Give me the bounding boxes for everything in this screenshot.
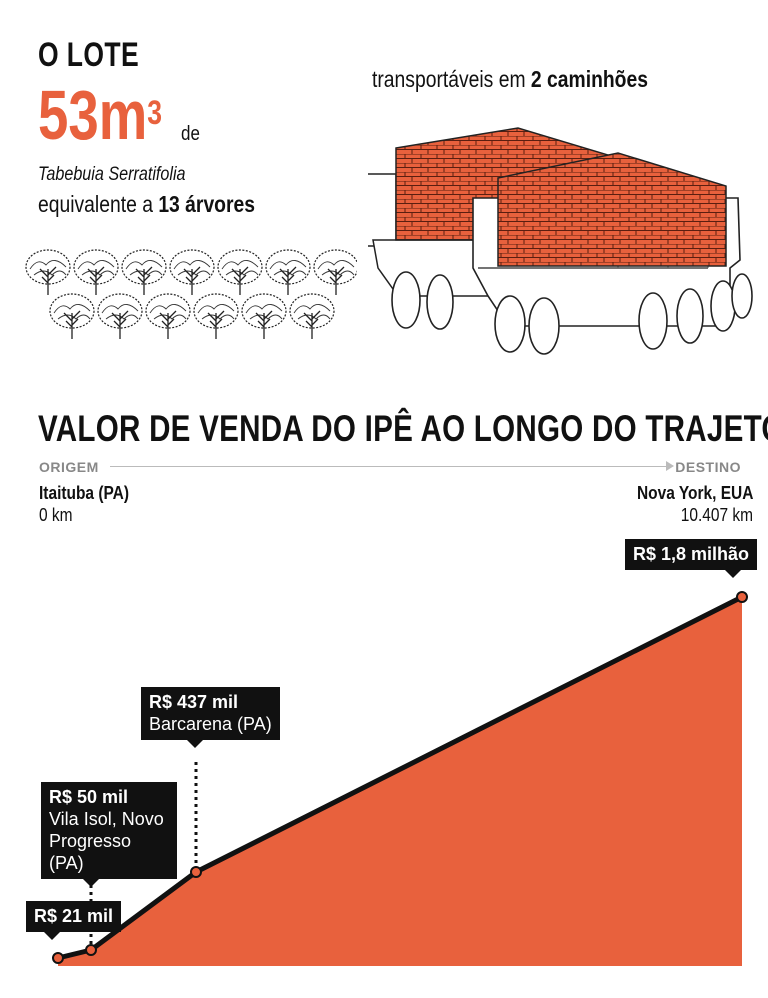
data-label-value: R$ 50 mil (49, 787, 129, 807)
data-point-0 (52, 952, 64, 964)
tree-icon (289, 293, 335, 340)
tree-icon (193, 293, 239, 340)
tree-icon (169, 249, 215, 296)
tree-icon (265, 249, 311, 296)
data-point-2 (190, 866, 202, 878)
species-name: Tabebuia Serratifolia (38, 164, 186, 185)
data-label-value: R$ 1,8 milhão (633, 544, 750, 564)
tree-icon (97, 293, 143, 340)
volume-value: 53m3 (38, 80, 162, 150)
origin-distance: 0 km (39, 505, 73, 525)
route-arrow-icon (666, 461, 674, 471)
tree-icon (313, 249, 357, 296)
volume-exponent: 3 (147, 94, 163, 132)
truck-capacity: transportáveis em 2 caminhões (372, 66, 648, 93)
chart-title: VALOR DE VENDA DO IPÊ AO LONGO DO TRAJET… (38, 408, 768, 449)
trees-illustration (25, 249, 357, 340)
origin-label: ORIGEM (39, 459, 99, 475)
tree-icon (121, 249, 167, 296)
trucks-illustration (368, 127, 753, 355)
tree-icon (217, 249, 263, 296)
destination-place: Nova York, EUA (636, 483, 753, 503)
volume-suffix: de (181, 123, 200, 145)
tree-icon (241, 293, 287, 340)
data-label-0: R$ 21 mil (26, 901, 122, 940)
tree-icon (145, 293, 191, 340)
tree-icon (49, 293, 95, 340)
data-label-1: R$ 50 mil Vila Isol, Novo Progresso (PA) (41, 782, 177, 887)
trucks-count: 2 caminhões (530, 66, 648, 92)
route-line (110, 466, 670, 467)
value-line (55, 594, 745, 961)
data-label-place: Barcarena (PA) (149, 714, 272, 734)
origin-place: Itaituba (PA) (39, 483, 130, 503)
data-label-value: R$ 437 mil (149, 692, 239, 712)
data-label-value: R$ 21 mil (34, 906, 114, 926)
data-label-place: Vila Isol, Novo Progresso (PA) (49, 809, 164, 873)
volume-number: 53m (38, 76, 148, 154)
tree-icon (25, 249, 71, 296)
destination-label: DESTINO (675, 459, 741, 475)
data-point-1 (85, 944, 97, 956)
tree-icon (73, 249, 119, 296)
data-label-2: R$ 437 mil Barcarena (PA) (141, 687, 280, 748)
destination-distance: 10.407 km (680, 505, 753, 525)
data-point-3 (736, 591, 748, 603)
equiv-prefix: equivalente a (38, 191, 159, 217)
log-truck-icon (472, 152, 753, 355)
data-label-3: R$ 1,8 milhão (625, 539, 758, 578)
trucks-prefix: transportáveis em (372, 66, 531, 92)
equiv-count: 13 árvores (158, 191, 255, 217)
tree-equivalence: equivalente a 13 árvores (38, 191, 255, 218)
lote-title: O LOTE (38, 36, 140, 74)
